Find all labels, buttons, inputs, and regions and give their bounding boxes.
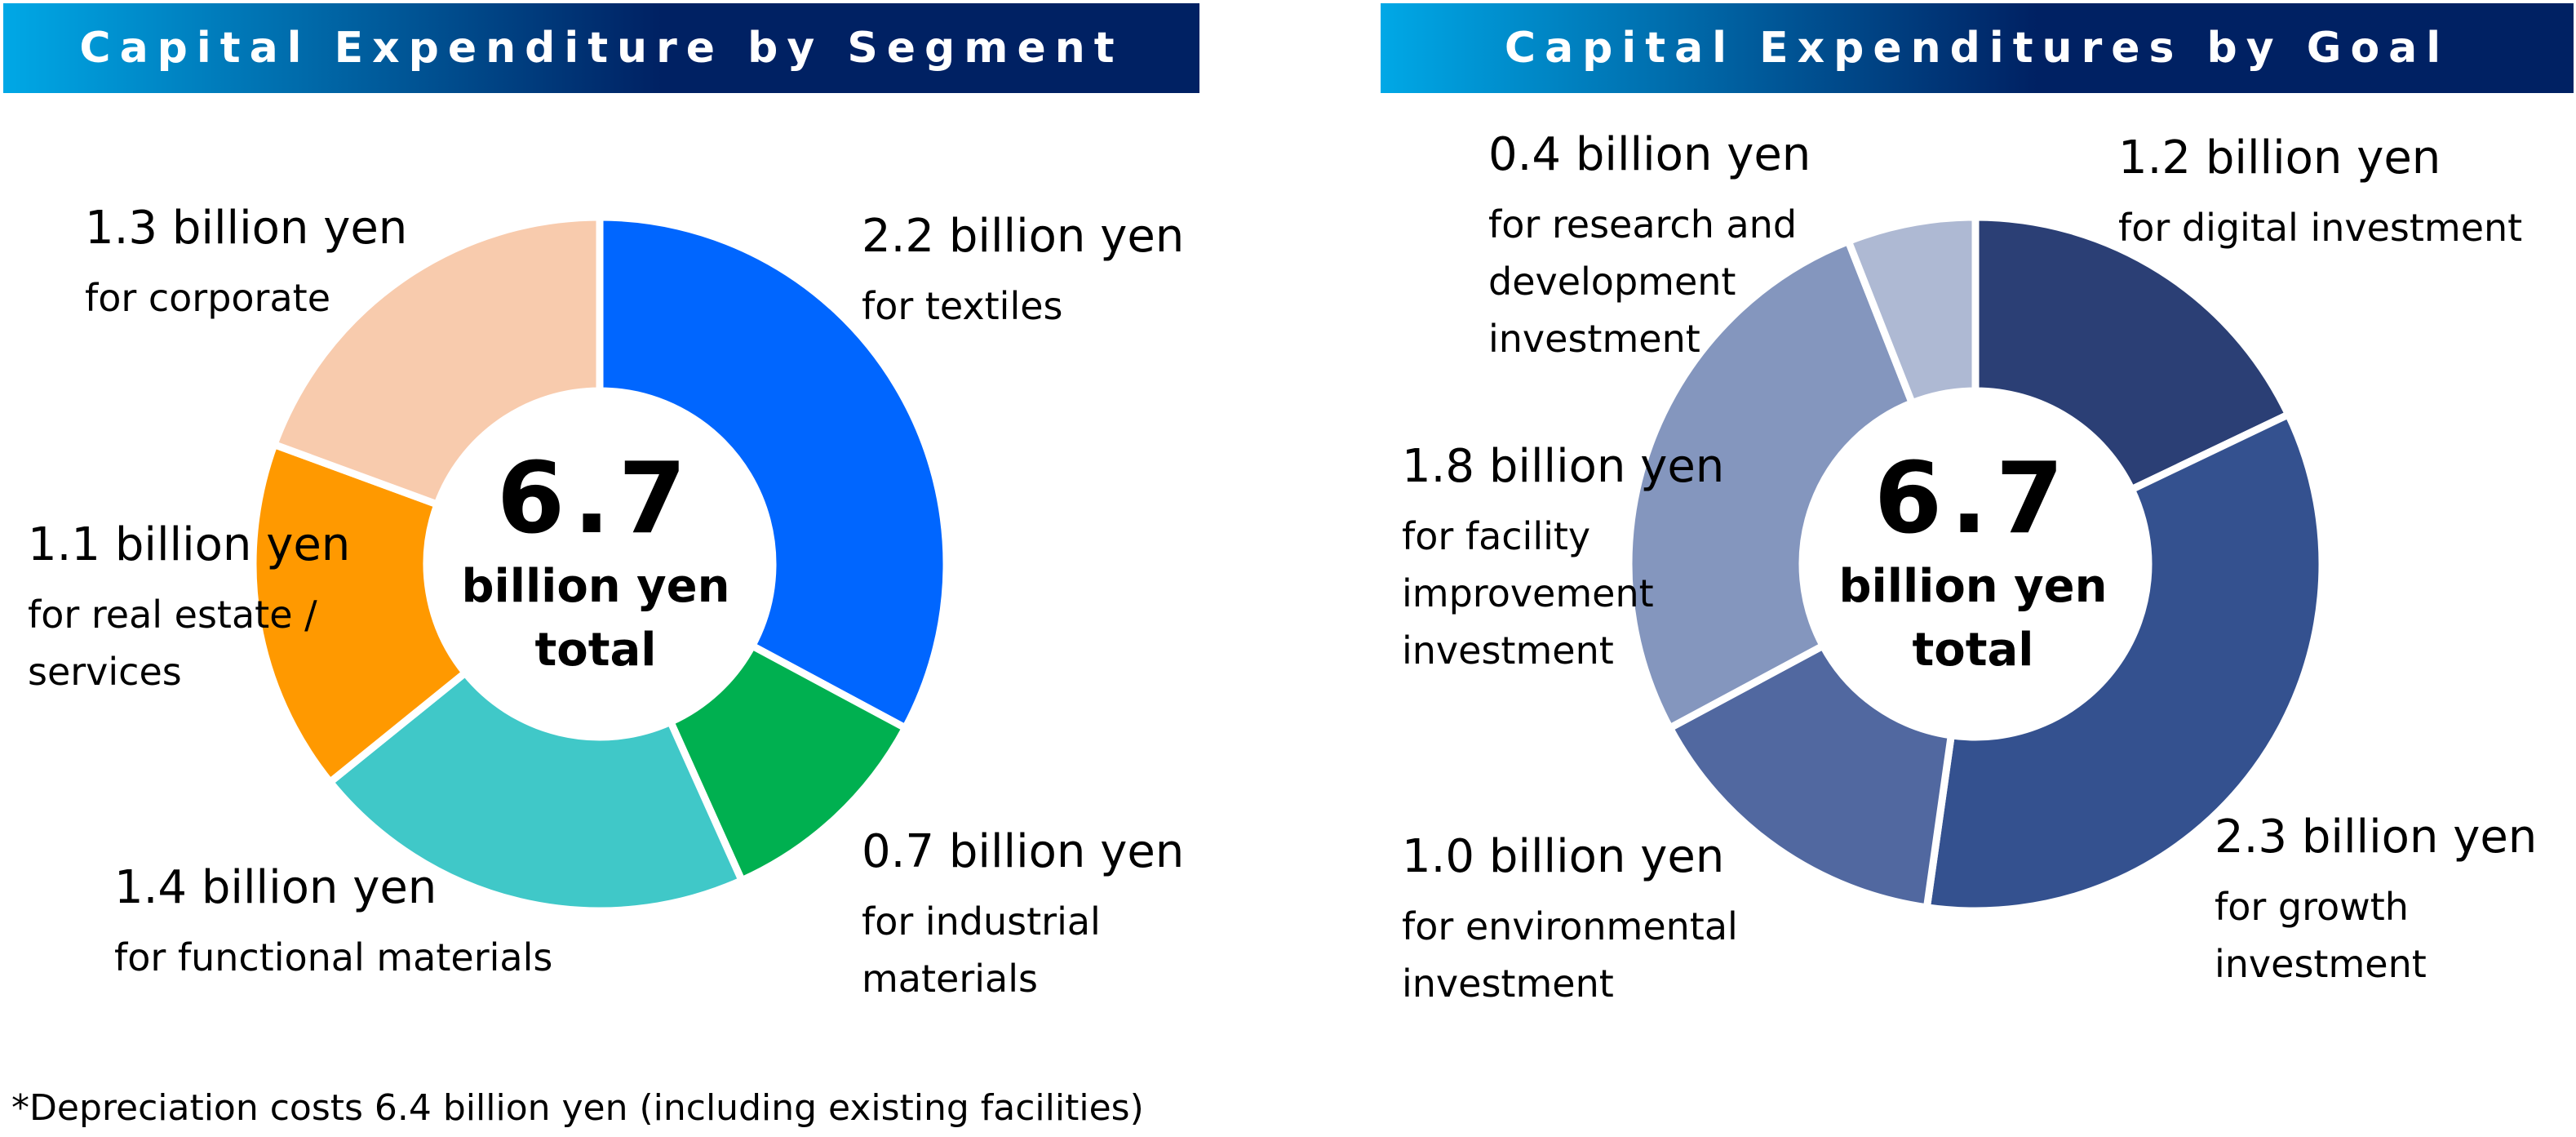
slice-amount-corporate: 1.3 billion yen xyxy=(85,202,408,255)
slice-label-digital-investment: 1.2 billion yen for digital investment xyxy=(2118,135,2522,256)
goal-panel-title: Capital Expenditures by Goal xyxy=(1381,3,2574,93)
slice-amount-industrial-materials: 0.7 billion yen xyxy=(862,825,1185,878)
segment-slice-2 xyxy=(325,667,747,915)
slice-amount-textiles: 2.2 billion yen xyxy=(862,210,1185,263)
slice-amount-functional-materials: 1.4 billion yen xyxy=(114,861,437,914)
slice-amount-facility-improvement: 1.8 billion yen xyxy=(1402,440,1725,493)
slice-desc-functional-materials: for functional materials xyxy=(114,935,553,979)
slice-amount-research-development: 0.4 billion yen xyxy=(1488,128,1811,181)
segment-slice-0 xyxy=(596,213,951,733)
goal-center-total-label: total xyxy=(1912,624,2034,677)
segment-slice-3 xyxy=(249,439,471,788)
slice-amount-environmental-investment: 1.0 billion yen xyxy=(1402,830,1725,883)
slice-amount-digital-investment: 1.2 billion yen xyxy=(2118,131,2441,184)
slice-label-research-development: 0.4 billion yen for research and develop… xyxy=(1488,132,1811,367)
slice-label-environmental-investment: 1.0 billion yen for environmental invest… xyxy=(1402,834,1738,1012)
segment-center-total: 6.7 billion yen total xyxy=(424,451,767,682)
slice-label-functional-materials: 1.4 billion yen for functional materials xyxy=(114,865,552,986)
slice-desc-corporate: for corporate xyxy=(85,276,330,320)
goal-slice-4 xyxy=(1843,213,1980,408)
goal-donut-chart xyxy=(1625,213,2326,915)
slice-desc-digital-investment: for digital investment xyxy=(2118,206,2523,250)
slice-desc-facility-improvement: for facility improvement investment xyxy=(1402,514,1654,673)
slice-desc-textiles: for textiles xyxy=(862,284,1063,328)
slice-label-corporate: 1.3 billion yen for corporate xyxy=(85,206,407,326)
goal-center-unit: billion yen xyxy=(1838,560,2108,613)
slice-amount-real-estate-services: 1.1 billion yen xyxy=(28,518,351,571)
segment-slice-4 xyxy=(269,213,604,509)
segment-donut-chart xyxy=(249,213,951,915)
slice-amount-growth-investment: 2.3 billion yen xyxy=(2215,811,2538,864)
slice-desc-environmental-investment: for environmental investment xyxy=(1402,904,1738,1006)
slice-desc-real-estate-services: for real estate / services xyxy=(28,593,317,694)
slice-desc-growth-investment: for growth investment xyxy=(2215,885,2427,986)
goal-slice-3 xyxy=(1625,236,1918,733)
slice-label-growth-investment: 2.3 billion yen for growth investment xyxy=(2215,815,2537,993)
slice-label-real-estate-services: 1.1 billion yen for real estate / servic… xyxy=(28,522,350,700)
goal-center-total: 6.7 billion yen total xyxy=(1802,451,2144,682)
segment-center-value: 6.7 xyxy=(496,442,695,556)
slice-label-facility-improvement: 1.8 billion yen for facility improvement… xyxy=(1402,444,1724,679)
segment-panel-title: Capital Expenditure by Segment xyxy=(3,3,1199,93)
goal-slice-2 xyxy=(1665,641,1956,912)
segment-center-unit: billion yen xyxy=(461,560,730,613)
goal-center-value: 6.7 xyxy=(1873,442,2073,556)
slice-label-textiles: 2.2 billion yen for textiles xyxy=(862,214,1184,335)
segment-slice-1 xyxy=(665,641,911,886)
goal-slice-1 xyxy=(1922,409,2326,915)
slice-label-industrial-materials: 0.7 billion yen for industrial materials xyxy=(862,829,1184,1007)
depreciation-footnote: *Depreciation costs 6.4 billion yen (inc… xyxy=(11,1087,1144,1129)
slice-desc-industrial-materials: for industrial materials xyxy=(862,899,1101,1001)
slice-desc-research-development: for research and development investment xyxy=(1488,202,1798,361)
segment-center-total-label: total xyxy=(534,624,657,677)
goal-slice-0 xyxy=(1971,213,2294,495)
